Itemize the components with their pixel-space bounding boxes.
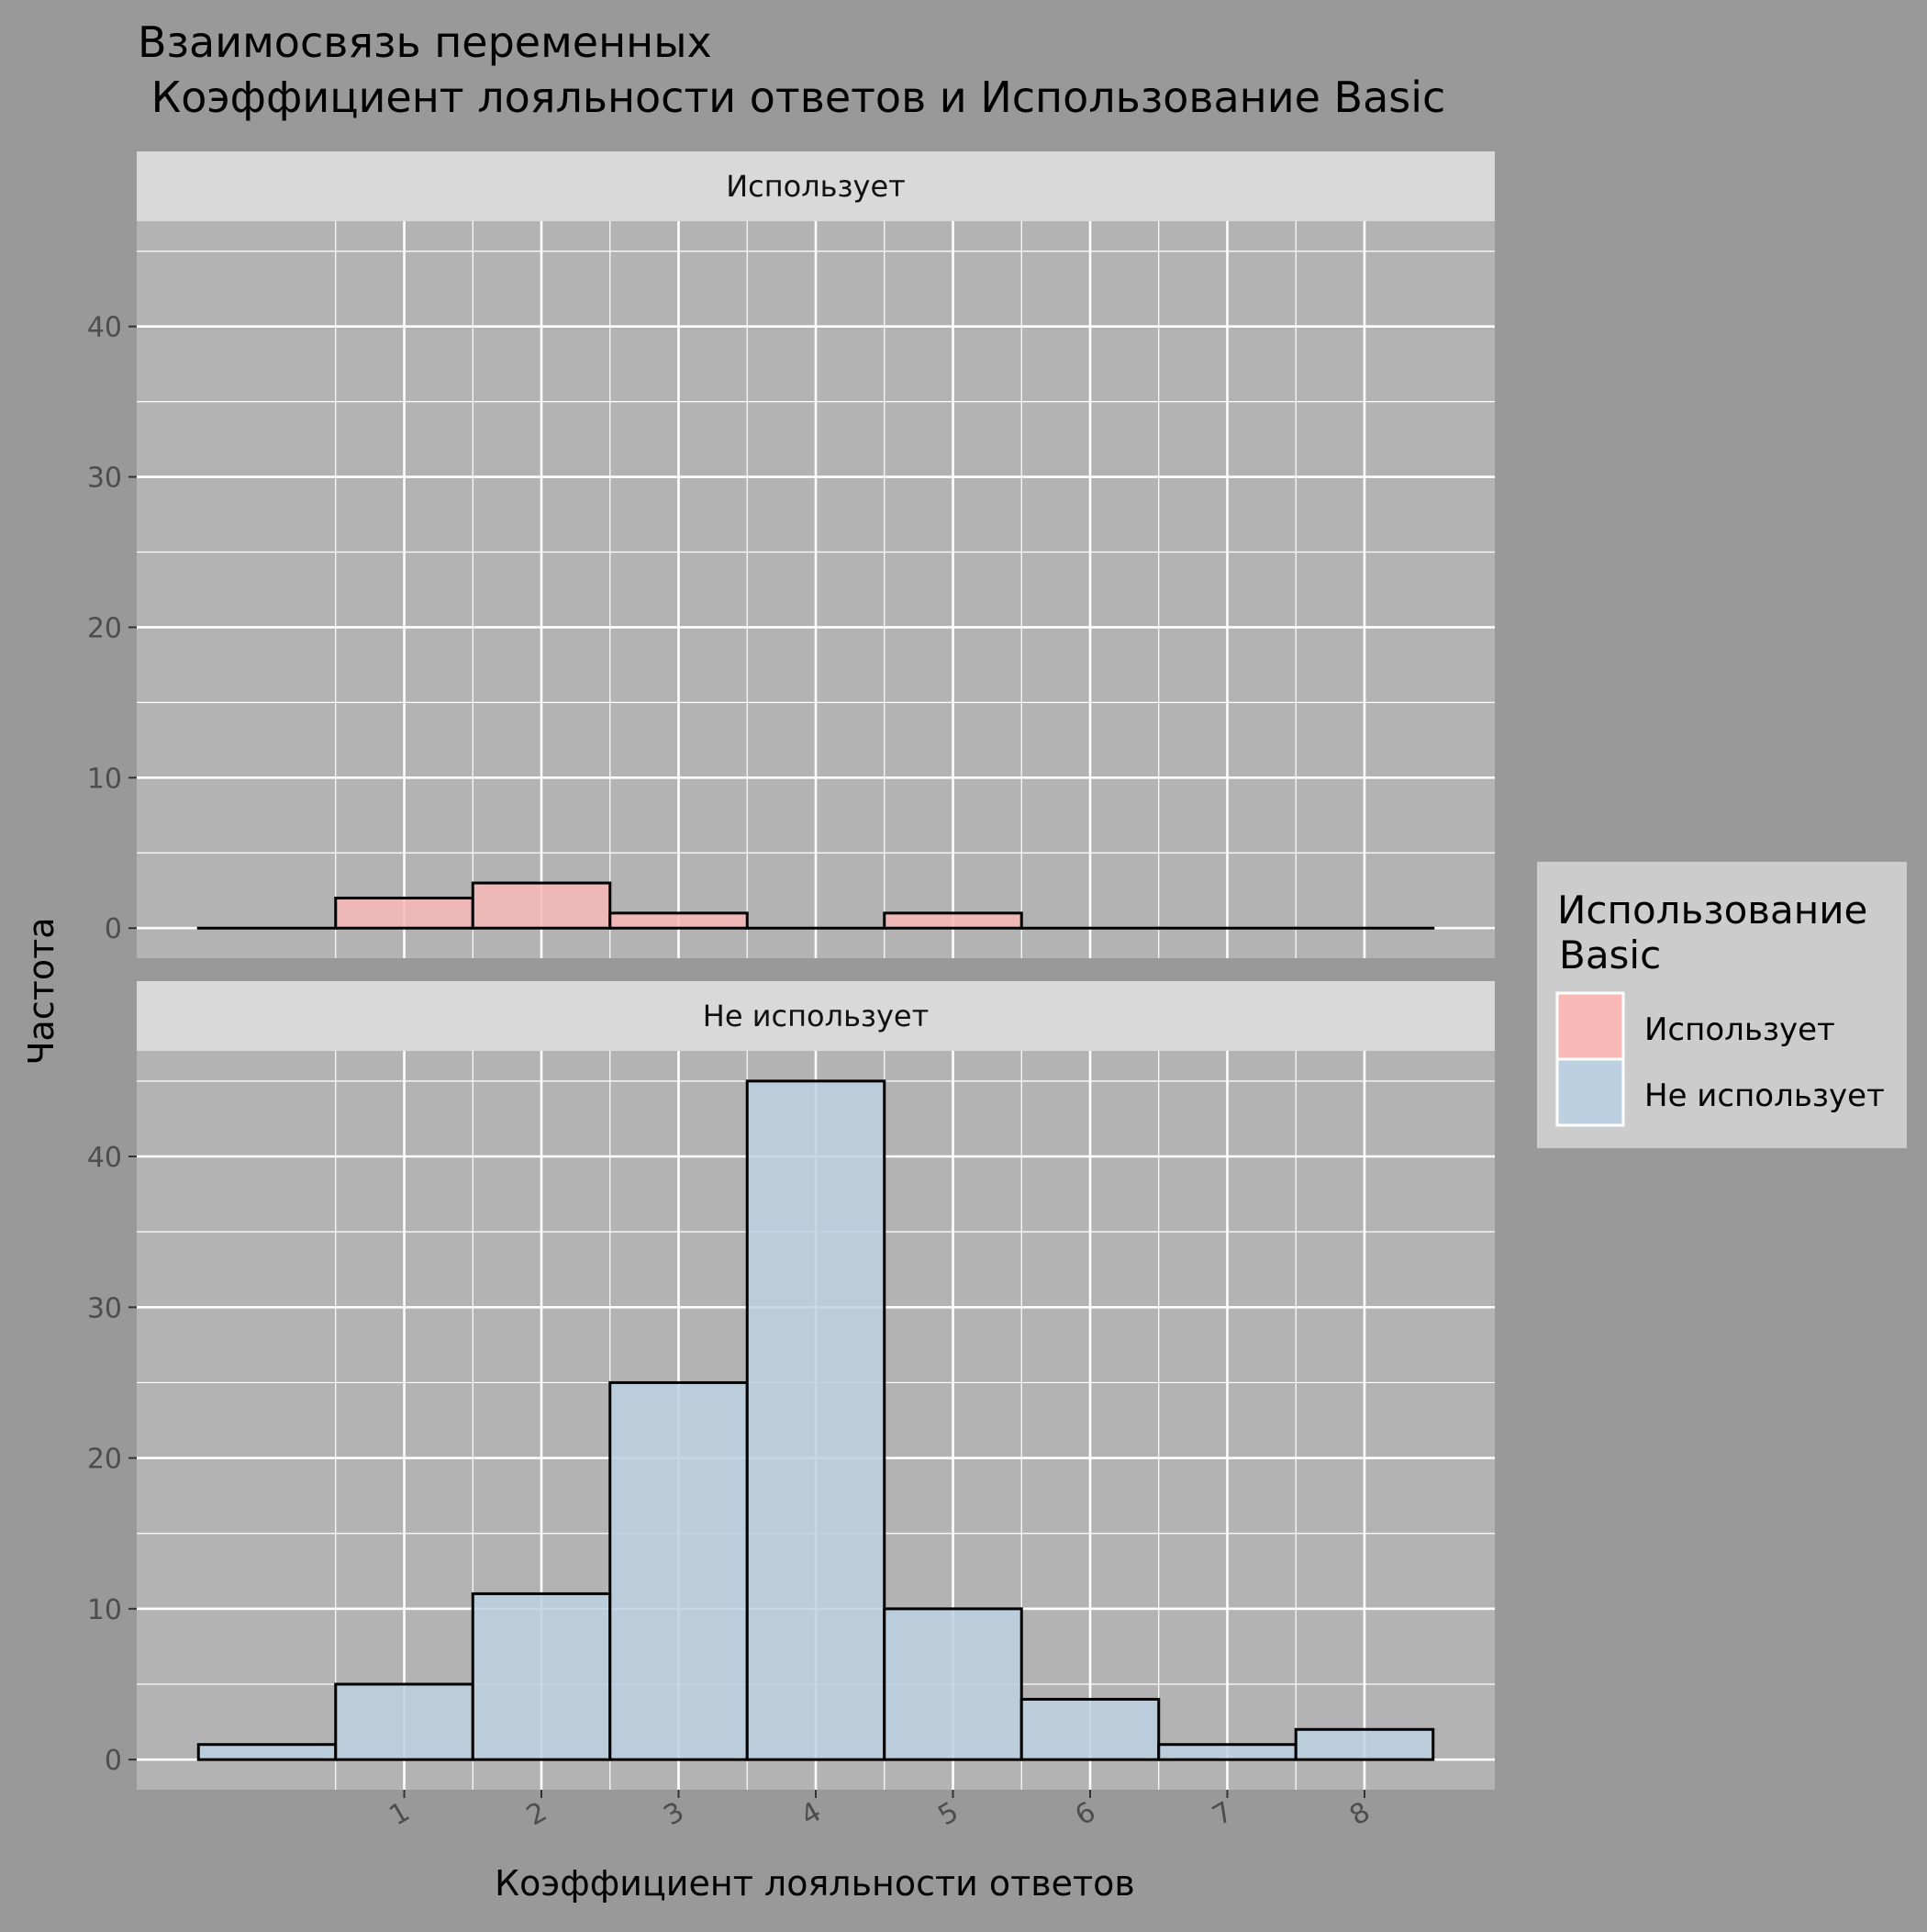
facet-strip-label: Использует [726,169,906,204]
histogram-bar [1021,1699,1158,1759]
legend-key-not-uses [1557,1059,1623,1125]
y-tick-label: 0 [105,913,122,945]
y-tick-label: 40 [87,312,122,344]
facet-panels: Использует 0 10 20 30 40 Не использует 0 10 20 30 4… [87,151,1495,1832]
chart-title-line1: Взаимосвязь переменных [138,17,712,67]
legend-label-uses: Использует [1644,1011,1835,1048]
y-tick-label: 30 [87,463,122,495]
histogram-bar [336,1684,473,1759]
y-tick-label: 10 [87,763,122,795]
x-axis-title: Коэффициент лояльности ответов [495,1863,1135,1904]
facet-panel: Использует 0 10 20 30 40 [87,151,1495,958]
y-tick-label: 20 [87,1444,122,1476]
legend-key-uses [1557,993,1623,1059]
legend-title-line1: Использование [1557,888,1867,932]
y-axis-title: Частота [21,917,61,1065]
y-tick-label: 30 [87,1292,122,1324]
histogram-bar [610,1382,747,1759]
legend: Использование Basic Использует Не исполь… [1537,862,1907,1148]
histogram-bar [1296,1729,1432,1759]
histogram-bar [747,1081,884,1759]
facet-strip-label: Не использует [703,999,929,1033]
legend-title-line2: Basic [1559,932,1661,977]
histogram-bar [885,1609,1021,1759]
chart-title-line2: Коэффициент лояльности ответов и Использ… [138,73,1445,122]
histogram-bar [1159,1745,1296,1759]
histogram-bar [610,913,747,928]
histogram-bar [473,1593,609,1759]
legend-label-not-uses: Не использует [1644,1078,1885,1114]
y-tick-label: 40 [87,1142,122,1174]
y-tick-label: 10 [87,1594,122,1626]
y-tick-label: 20 [87,612,122,644]
histogram-bar [473,883,609,928]
facet-panel: Не использует 0 10 20 30 40 [87,981,1495,1790]
y-tick-label: 0 [105,1745,122,1777]
histogram-bar [885,913,1021,928]
histogram-bar [198,1745,335,1759]
histogram-bar [336,898,473,928]
